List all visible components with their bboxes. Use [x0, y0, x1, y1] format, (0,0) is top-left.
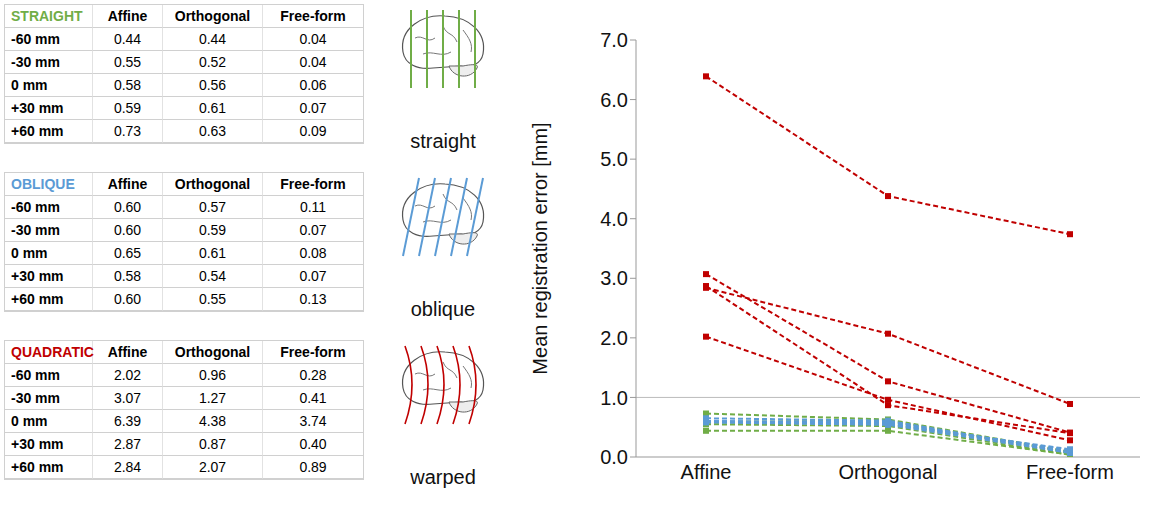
- html-text:-30 mm: -30 mm: [11, 390, 60, 406]
- html-text:0.89: 0.89: [299, 459, 327, 475]
- svg-text:7.0: 7.0: [600, 29, 628, 51]
- html-text:-60 mm: -60 mm: [11, 31, 60, 47]
- html-text:+30 mm: +30 mm: [11, 268, 64, 284]
- svg-text:Free-form: Free-form: [1026, 461, 1114, 483]
- html-text:+30 mm: +30 mm: [11, 436, 64, 452]
- html-text:-30 mm: -30 mm: [11, 222, 60, 238]
- svg-text:Mean registration error [mm]: Mean registration error [mm]: [530, 122, 551, 374]
- svg-text:Affine: Affine: [681, 461, 732, 483]
- html-text:2.84: 2.84: [113, 459, 142, 475]
- html-text:0.08: 0.08: [299, 245, 327, 261]
- html-text:Affine: Affine: [107, 176, 148, 192]
- html-text:0.28: 0.28: [299, 367, 327, 383]
- html-text:0.04: 0.04: [299, 54, 327, 70]
- html-text:0.09: 0.09: [299, 123, 327, 139]
- html-text:Orthogonal: Orthogonal: [174, 344, 251, 360]
- html-text:0.07: 0.07: [299, 268, 327, 284]
- html-text:+60 mm: +60 mm: [11, 123, 64, 139]
- html-text:0.41: 0.41: [299, 390, 327, 406]
- html-text:0.73: 0.73: [113, 123, 142, 139]
- html-text:0.57: 0.57: [198, 199, 227, 215]
- html-text:3.74: 3.74: [299, 413, 327, 429]
- html-text:Free-form: Free-form: [280, 8, 346, 24]
- svg-text:5.0: 5.0: [600, 148, 628, 170]
- html-text:0.54: 0.54: [198, 268, 227, 284]
- html-text:Affine: Affine: [107, 8, 148, 24]
- svg-text:1.0: 1.0: [600, 387, 628, 409]
- html-text:0.56: 0.56: [198, 77, 227, 93]
- html-text:0.07: 0.07: [299, 100, 327, 116]
- html-text:0.06: 0.06: [299, 77, 327, 93]
- html-text:-60 mm: -60 mm: [11, 199, 60, 215]
- html-text:0 mm: 0 mm: [11, 245, 48, 261]
- html-text:0.11: 0.11: [299, 199, 327, 215]
- html-text:0.55: 0.55: [198, 291, 227, 307]
- svg-text:2.0: 2.0: [600, 327, 628, 349]
- html-text:0.60: 0.60: [113, 291, 142, 307]
- html-text:straight: straight: [410, 130, 476, 152]
- html-text:0.59: 0.59: [113, 100, 142, 116]
- html-text:2.02: 2.02: [113, 367, 142, 383]
- html-text:Free-form: Free-form: [280, 344, 346, 360]
- html-text:STRAIGHT: STRAIGHT: [11, 8, 83, 24]
- html-text:0.65: 0.65: [113, 245, 142, 261]
- svg-text:Orthogonal: Orthogonal: [839, 461, 938, 483]
- html-text:oblique: oblique: [410, 298, 476, 320]
- html-text:0.87: 0.87: [198, 436, 227, 452]
- html-text:0.04: 0.04: [299, 31, 327, 47]
- html-text:0 mm: 0 mm: [11, 413, 48, 429]
- html-text:-60 mm: -60 mm: [11, 367, 60, 383]
- html-text:0.13: 0.13: [299, 291, 327, 307]
- html-text:0.07: 0.07: [299, 222, 327, 238]
- html-text:1.27: 1.27: [198, 390, 227, 406]
- html-text:3.07: 3.07: [113, 390, 142, 406]
- html-text:QUADRATIC: QUADRATIC: [11, 344, 94, 360]
- html-text:0.63: 0.63: [198, 123, 227, 139]
- html-text:0.44: 0.44: [198, 31, 227, 47]
- html-text:0.60: 0.60: [113, 199, 142, 215]
- html-text:Orthogonal: Orthogonal: [174, 8, 251, 24]
- html-text:warped: warped: [410, 466, 476, 488]
- html-text:+60 mm: +60 mm: [11, 459, 64, 475]
- html-text:6.39: 6.39: [113, 413, 142, 429]
- html-text:2.07: 2.07: [198, 459, 227, 475]
- svg-text:6.0: 6.0: [600, 89, 628, 111]
- html-text:0.61: 0.61: [198, 100, 227, 116]
- html-text:-30 mm: -30 mm: [11, 54, 60, 70]
- html-text:+60 mm: +60 mm: [11, 291, 64, 307]
- html-text:0.52: 0.52: [198, 54, 227, 70]
- html-text:0 mm: 0 mm: [11, 77, 48, 93]
- svg-text:3.0: 3.0: [600, 267, 628, 289]
- html-text:0.59: 0.59: [198, 222, 227, 238]
- html-text:0.44: 0.44: [113, 31, 142, 47]
- svg-text:0.0: 0.0: [600, 446, 628, 468]
- html-text:0.58: 0.58: [113, 77, 142, 93]
- html-text:Free-form: Free-form: [280, 176, 346, 192]
- html-text:0.61: 0.61: [198, 245, 227, 261]
- html-text:0.55: 0.55: [113, 54, 142, 70]
- html-text:0.40: 0.40: [299, 436, 327, 452]
- html-text:OBLIQUE: OBLIQUE: [11, 176, 75, 192]
- html-text:Affine: Affine: [107, 344, 148, 360]
- html-text:0.58: 0.58: [113, 268, 142, 284]
- svg-text:4.0: 4.0: [600, 208, 628, 230]
- html-text:2.87: 2.87: [113, 436, 142, 452]
- html-text:0.96: 0.96: [198, 367, 227, 383]
- html-text:Orthogonal: Orthogonal: [174, 176, 251, 192]
- html-text:0.60: 0.60: [113, 222, 142, 238]
- html-text:4.38: 4.38: [198, 413, 227, 429]
- html-text:+30 mm: +30 mm: [11, 100, 64, 116]
